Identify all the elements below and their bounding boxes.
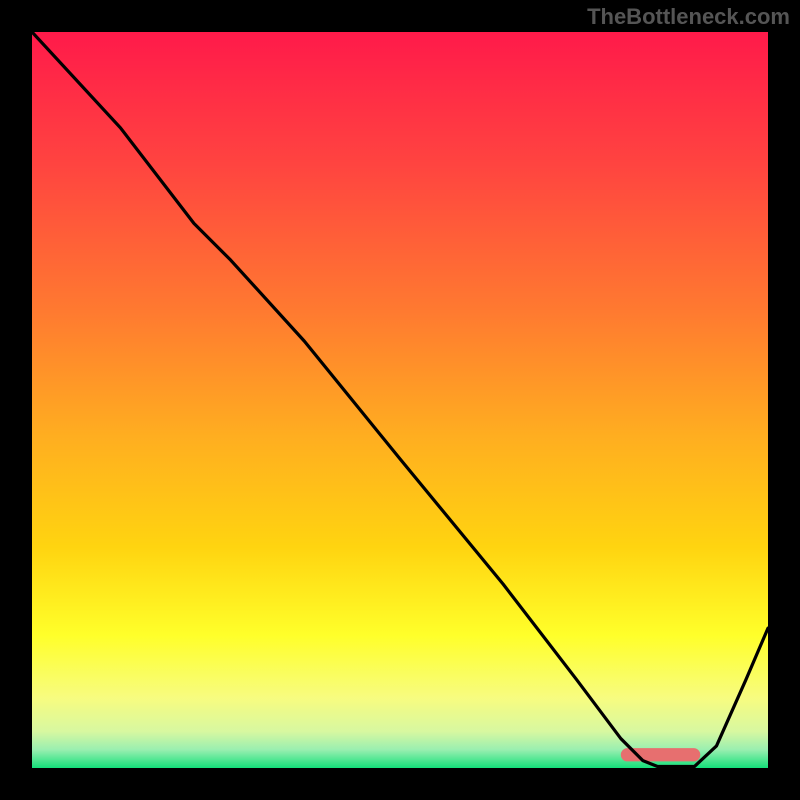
- gradient-background: [32, 32, 768, 768]
- watermark-text: TheBottleneck.com: [587, 4, 790, 30]
- chart-svg: [32, 32, 768, 768]
- plot-area: [32, 32, 768, 768]
